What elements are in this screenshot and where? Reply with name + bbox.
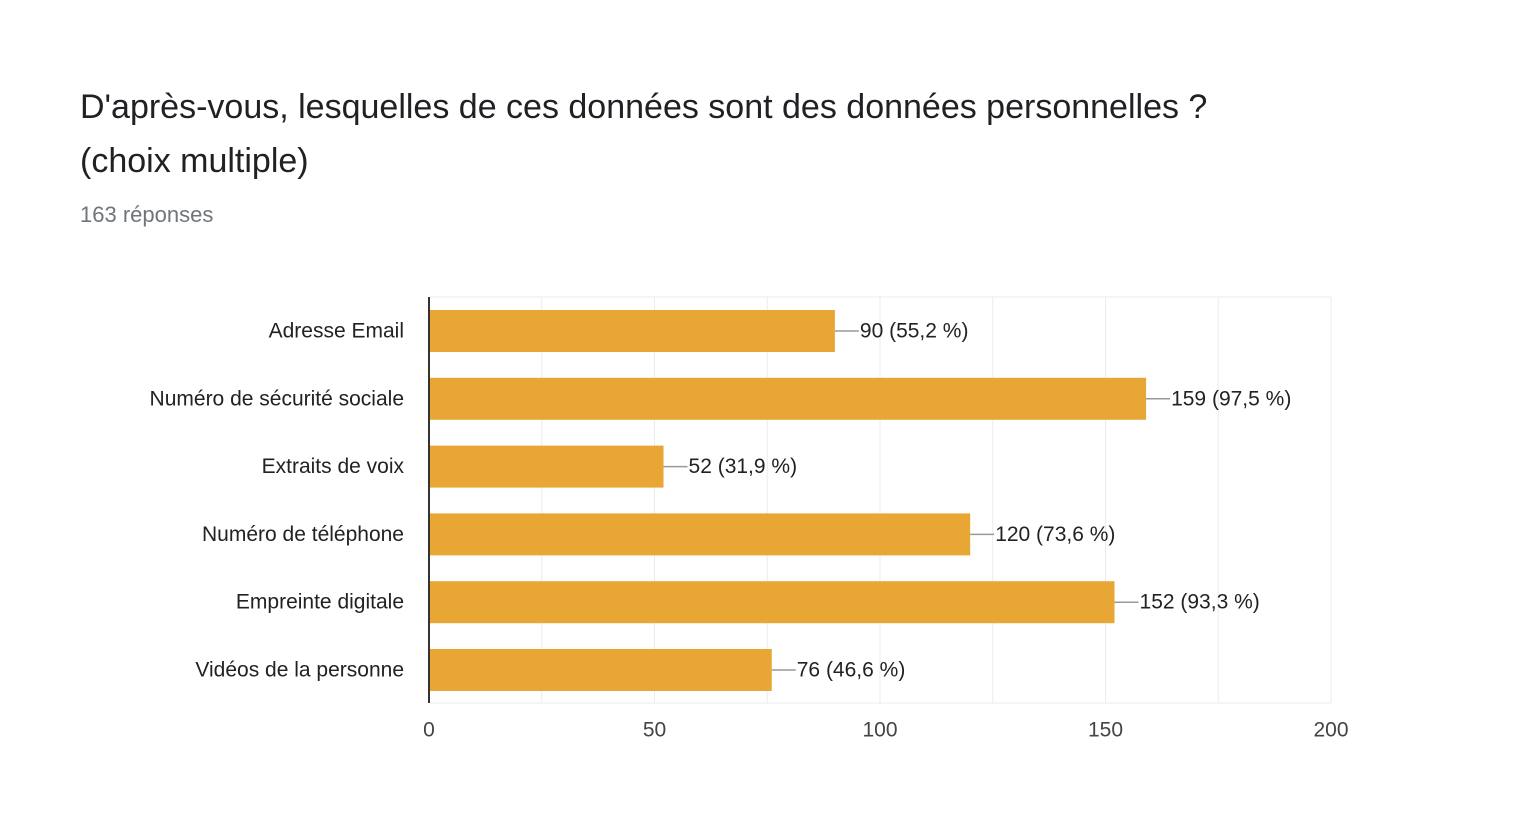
bar-2 bbox=[429, 445, 664, 488]
x-tick-label: 50 bbox=[643, 719, 666, 742]
category-label: Vidéos de la personne bbox=[195, 659, 404, 682]
response-count: 163 réponses bbox=[80, 202, 214, 227]
data-label: 52 (31,9 %) bbox=[689, 455, 798, 478]
bar-4 bbox=[429, 581, 1115, 624]
category-label: Adresse Email bbox=[269, 320, 404, 343]
chart-title: D'après-vous, lesquelles de ces données … bbox=[80, 88, 1208, 180]
category-label: Empreinte digitale bbox=[236, 591, 404, 614]
x-tick-label: 0 bbox=[423, 719, 435, 742]
data-label: 120 (73,6 %) bbox=[995, 523, 1115, 546]
category-label: Extraits de voix bbox=[262, 455, 405, 478]
data-label: 76 (46,6 %) bbox=[797, 659, 906, 682]
data-label: 90 (55,2 %) bbox=[860, 320, 969, 343]
x-tick-label: 200 bbox=[1313, 719, 1348, 742]
bar-1 bbox=[429, 377, 1147, 420]
x-tick-label: 150 bbox=[1088, 719, 1123, 742]
bar-0 bbox=[429, 310, 835, 352]
bar-5 bbox=[429, 649, 772, 691]
category-label: Numéro de téléphone bbox=[202, 523, 404, 546]
x-tick-label: 100 bbox=[862, 719, 897, 742]
bar-3 bbox=[429, 513, 971, 556]
data-label: 152 (93,3 %) bbox=[1140, 591, 1260, 614]
data-label: 159 (97,5 %) bbox=[1171, 387, 1291, 410]
category-label: Numéro de sécurité sociale bbox=[150, 387, 404, 410]
